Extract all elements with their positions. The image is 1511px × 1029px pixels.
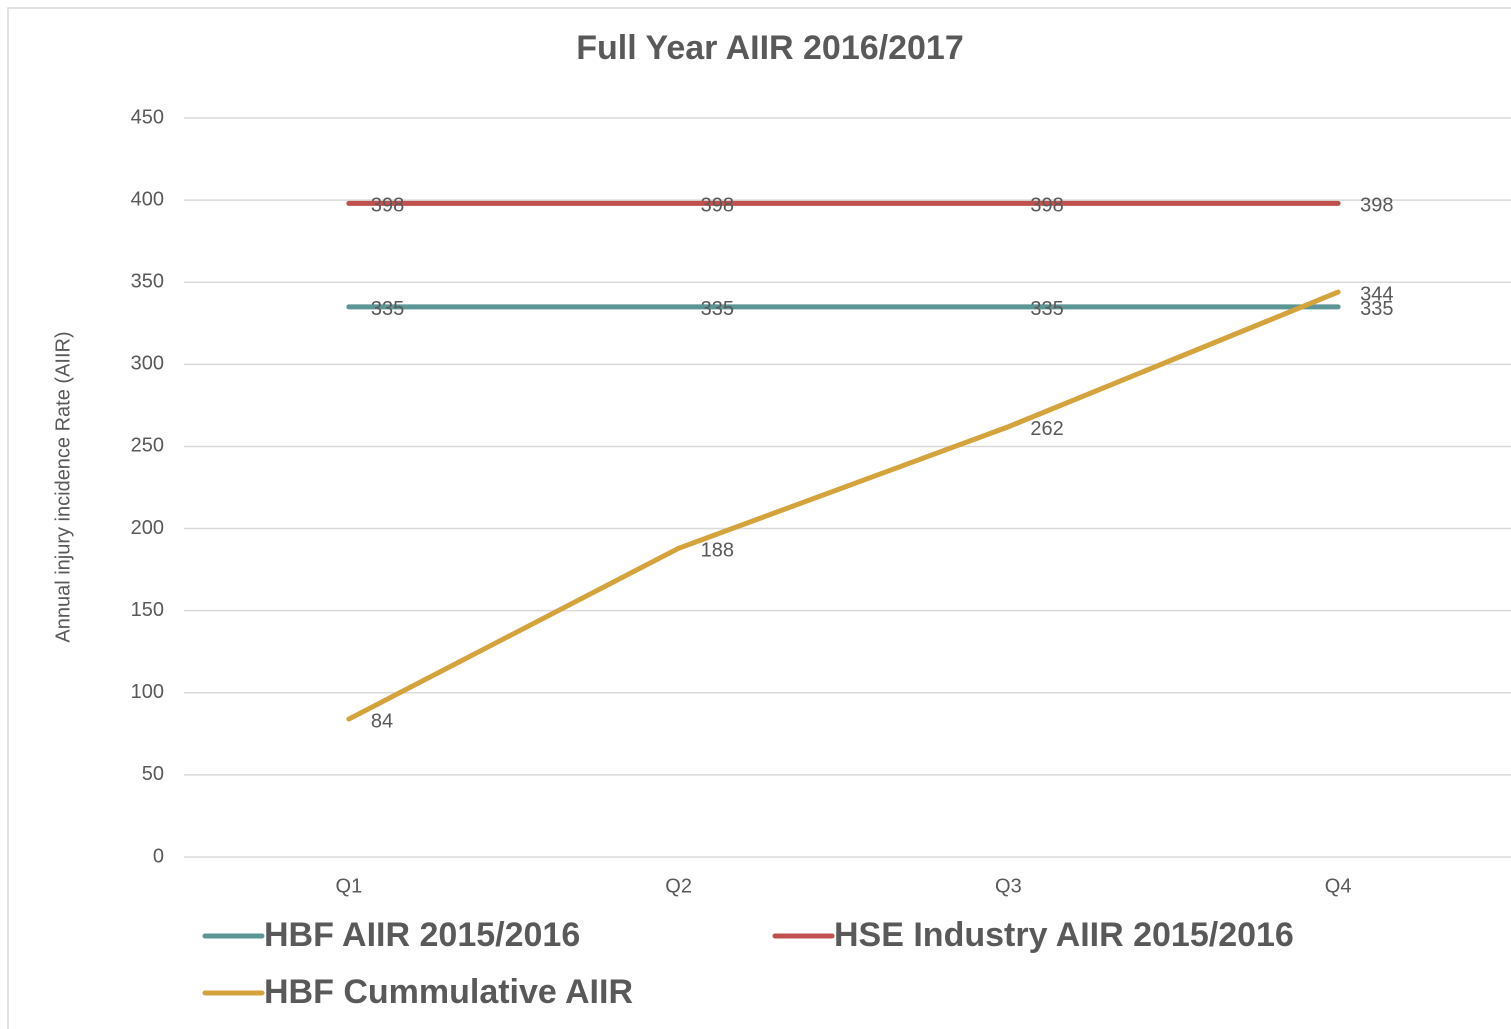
y-tick-label: 100: [131, 681, 164, 703]
data-label: 398: [1360, 195, 1393, 217]
legend-label: HBF AIIR 2015/2016: [264, 916, 580, 954]
y-axis-label: Annual injury incidence Rate (AIIR): [52, 331, 74, 642]
x-tick-label: Q4: [1325, 875, 1352, 897]
y-tick-label: 150: [131, 599, 164, 621]
legend-label: HSE Industry AIIR 2015/2016: [834, 916, 1294, 954]
data-label: 335: [1360, 298, 1393, 320]
y-tick-label: 50: [142, 763, 164, 785]
y-tick-label: 250: [131, 435, 164, 457]
data-label: 398: [1030, 195, 1063, 217]
x-tick-label: Q2: [665, 875, 692, 897]
x-tick-label: Q3: [995, 875, 1022, 897]
y-tick-label: 0: [153, 845, 164, 867]
data-label: 335: [1030, 298, 1063, 320]
chart-title: Full Year AIIR 2016/2017: [576, 29, 963, 67]
data-label: 188: [701, 540, 734, 562]
data-label: 262: [1030, 418, 1063, 440]
y-tick-label: 300: [131, 353, 164, 375]
data-label: 398: [371, 195, 404, 217]
y-tick-label: 350: [131, 271, 164, 293]
y-tick-label: 400: [131, 188, 164, 210]
y-tick-label: 200: [131, 517, 164, 539]
data-label: 398: [701, 195, 734, 217]
data-label: 84: [371, 710, 393, 732]
data-label: 335: [371, 298, 404, 320]
x-tick-label: Q1: [336, 875, 363, 897]
legend-label: HBF Cummulative AIIR: [264, 973, 633, 1011]
y-tick-label: 450: [131, 106, 164, 128]
series-line: [346, 289, 1341, 722]
data-label: 335: [701, 298, 734, 320]
data-label: 344: [1360, 283, 1393, 305]
